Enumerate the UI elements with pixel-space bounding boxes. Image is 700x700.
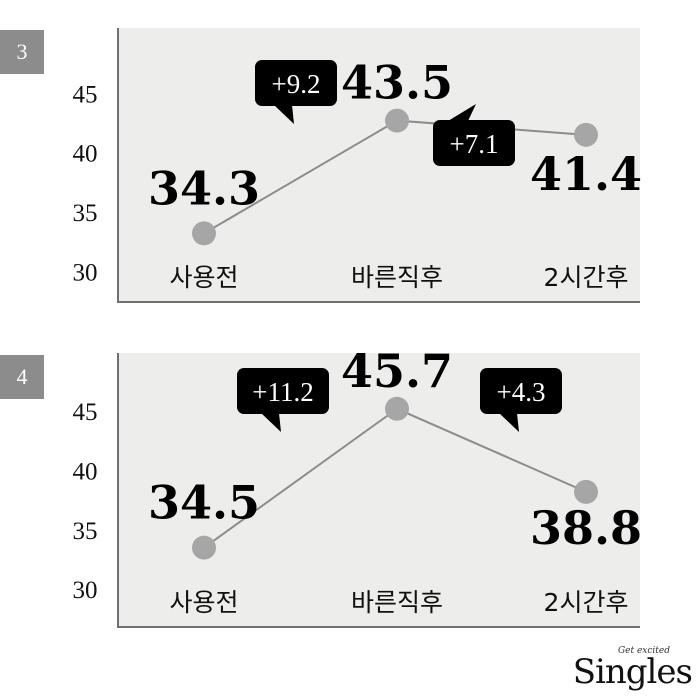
y-tick-label: 40	[73, 459, 98, 486]
y-tick-label: 45	[73, 81, 98, 108]
data-point-marker	[192, 535, 216, 560]
x-category-label: 2시간후	[544, 263, 629, 292]
callout-box	[433, 120, 515, 166]
x-category-label: 바른직후	[351, 263, 443, 292]
data-value-label: 38.8	[530, 501, 642, 555]
delta-label: +11.2	[252, 377, 313, 407]
delta-callout: +7.1	[433, 104, 515, 166]
y-tick-label: 30	[73, 259, 98, 286]
data-value-label: 34.3	[148, 161, 260, 215]
delta-callout: +4.3	[480, 368, 562, 432]
y-tick-label: 35	[73, 518, 98, 545]
data-point-marker	[574, 479, 598, 504]
callout-box	[480, 368, 562, 414]
callout-box	[237, 368, 329, 414]
delta-label: +9.2	[272, 69, 321, 99]
delta-label: +4.3	[497, 377, 546, 407]
x-category-label: 2시간후	[544, 588, 629, 617]
delta-label: +7.1	[450, 129, 499, 159]
panel-number-badge: 3	[0, 30, 44, 74]
data-point-marker	[385, 396, 409, 421]
delta-callout: +11.2	[237, 368, 329, 432]
callout-tail	[499, 413, 519, 432]
data-value-label: 43.5	[341, 56, 453, 110]
data-value-label: 41.4	[530, 147, 642, 201]
logo-wordmark: Singles	[572, 652, 693, 692]
y-tick-label: 40	[73, 141, 98, 168]
callout-tail	[448, 104, 476, 121]
singles-logo: Get excited Singles	[562, 646, 693, 692]
callout-box	[255, 60, 337, 106]
data-point-marker	[574, 122, 598, 147]
line-chart-panel-4: 30 35 40 45 사용전 바른직후 2시간후 34.5 45.7 38.8 +11.2 +4.3	[73, 345, 642, 628]
plot-area	[118, 28, 640, 301]
logo-tagline: Get excited	[617, 646, 670, 656]
y-tick-label: 35	[73, 200, 98, 227]
y-tick-label: 45	[73, 399, 98, 426]
data-point-marker	[385, 108, 409, 133]
callout-tail	[274, 105, 294, 124]
delta-callout: +9.2	[255, 60, 337, 124]
panel-number-badge: 4	[0, 355, 44, 399]
x-category-label: 바른직후	[351, 588, 443, 617]
y-tick-label: 30	[73, 577, 98, 604]
data-value-label: 45.7	[341, 345, 453, 398]
callout-tail	[261, 413, 281, 432]
x-category-label: 사용전	[169, 588, 238, 617]
data-point-marker	[192, 221, 216, 246]
line-chart-panel-3: 30 35 40 45 사용전 바른직후 2시간후 34.3 43.5 41.4 +9.2 +7.1	[73, 28, 642, 303]
data-value-label: 34.5	[148, 476, 260, 530]
x-category-label: 사용전	[169, 263, 238, 292]
